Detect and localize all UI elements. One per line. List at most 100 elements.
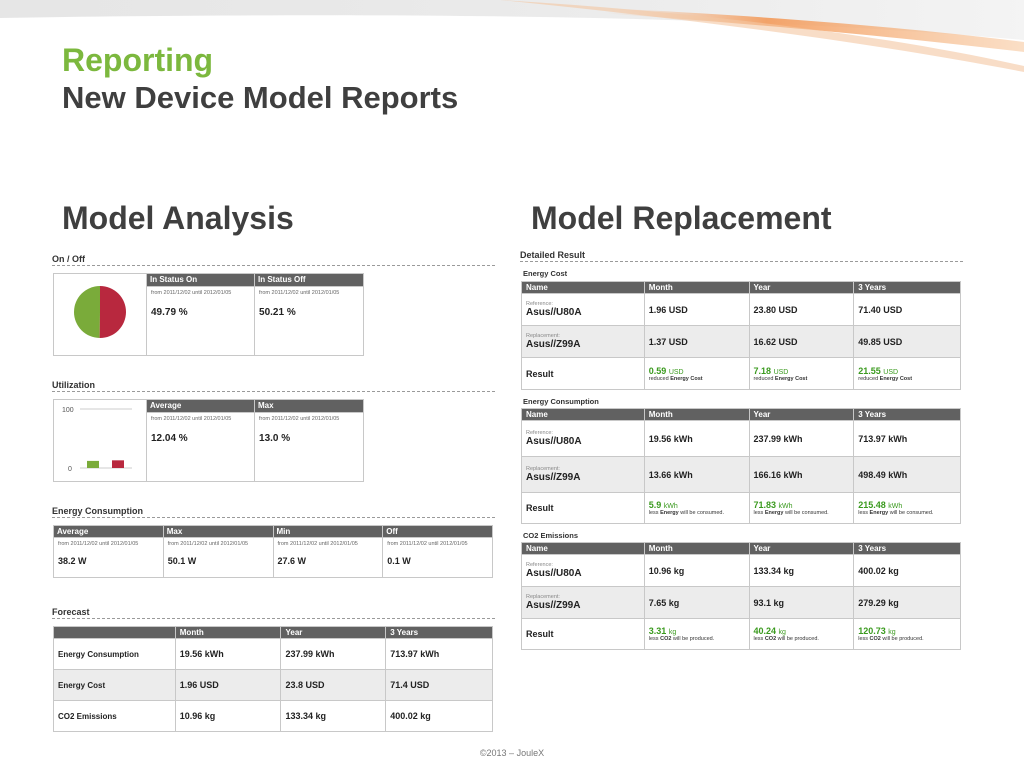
col-month: Month xyxy=(643,408,750,421)
col-name: Name xyxy=(521,281,645,294)
bar-average xyxy=(87,460,99,468)
divider xyxy=(52,618,495,619)
status-on-value: 49.79 % xyxy=(151,306,188,318)
result-unit: kWh xyxy=(663,503,678,510)
result-unit: USD xyxy=(668,368,684,376)
cell-value: 166.16 kWh xyxy=(748,456,855,493)
energy-average-value: 38.2 W xyxy=(58,556,87,566)
reference-device-cell: Reference: Asus//U80A xyxy=(521,554,645,587)
col-3years: 3 Years xyxy=(853,542,961,555)
utilization-max-cell: from 2011/12/02 until 2012/01/05 13.0 % xyxy=(254,411,364,483)
model-analysis-heading: Model Analysis xyxy=(62,200,294,236)
reference-device-cell: Reference: Asus//U80A xyxy=(521,293,645,326)
energy-col-off: Off xyxy=(382,525,493,538)
cell-value: 133.34 kg xyxy=(748,554,855,587)
utilization-heading: Utilization xyxy=(52,380,95,390)
result-value: 71.83 xyxy=(753,500,777,510)
cell-value: 23.80 USD xyxy=(748,293,855,326)
result-unit: USD xyxy=(883,368,899,376)
energy-min-value: 27.6 W xyxy=(277,556,307,566)
result-cell: 40.24 kg less CO2 will be produced. xyxy=(748,618,855,650)
result-note: less Energy will be consumed. xyxy=(753,510,829,516)
date-range: from 2011/12/02 until 2012/01/05 xyxy=(151,415,232,422)
reference-tag: Reference: xyxy=(526,430,553,436)
cell-value: 13.66 kWh xyxy=(643,456,750,493)
result-label: Result xyxy=(521,492,645,524)
date-range: from 2011/12/02 until 2012/01/05 xyxy=(167,541,249,547)
replacement-row: Replacement: Asus//Z99A 13.66 kWh 166.16… xyxy=(521,456,961,493)
result-cell: 5.9 kWh less Energy will be consumed. xyxy=(643,492,750,524)
result-label: Result xyxy=(521,357,645,390)
energy-cost-table: Name Month Year 3 Years Reference: Asus/… xyxy=(521,281,961,390)
axis-label-bottom: 0 xyxy=(68,466,72,473)
footer-copyright: ©2013 – JouleX xyxy=(479,748,545,758)
energy-max-cell: from 2011/12/02 until 2012/01/05 50.1 W xyxy=(162,537,274,578)
replacement-device: Asus//Z99A xyxy=(526,600,581,611)
date-range: from 2011/12/02 until 2012/01/05 xyxy=(259,415,340,422)
utilization-col-average: Average xyxy=(145,399,256,413)
result-unit: kg xyxy=(778,629,786,636)
cell-value: 279.29 kg xyxy=(853,586,961,619)
table-row: Energy Cost 1.96 USD 23.8 USD 71.4 USD xyxy=(53,669,493,701)
energy-cost-heading: Energy Cost xyxy=(523,269,568,278)
energy-max-value: 50.1 W xyxy=(167,556,197,566)
cell-value: 237.99 kWh xyxy=(280,638,387,670)
pie-slice-on xyxy=(73,286,100,338)
cell-value: 10.96 kg xyxy=(643,554,750,587)
date-range: from 2011/12/02 until 2012/01/05 xyxy=(387,541,468,547)
divider xyxy=(52,517,495,518)
utilization-max-value: 13.0 % xyxy=(259,432,291,444)
replacement-device-cell: Replacement: Asus//Z99A xyxy=(521,456,645,493)
forecast-col-year: Year xyxy=(280,626,387,639)
col-year: Year xyxy=(748,281,855,294)
co2-emissions-heading: CO2 Emissions xyxy=(523,531,579,540)
utilization-bar-chart: 100 0 xyxy=(62,407,132,473)
energy-average-cell: from 2011/12/02 until 2012/01/05 38.2 W xyxy=(53,537,164,578)
energy-consumption-heading: Energy Consumption xyxy=(52,506,144,516)
replacement-tag: Replacement: xyxy=(526,594,560,600)
result-label: Result xyxy=(521,618,645,650)
replacement-device: Asus//Z99A xyxy=(526,339,581,350)
reference-row: Reference: Asus//U80A 19.56 kWh 237.99 k… xyxy=(521,420,961,457)
result-row: Result 0.59 USD reduced Energy Cost 7.18 … xyxy=(521,357,961,390)
utilization-col-max: Max xyxy=(254,399,364,413)
table-row: CO2 Emissions 10.96 kg 133.34 kg 400.02 … xyxy=(53,700,493,732)
replacement-device-cell: Replacement: Asus//Z99A xyxy=(521,325,645,358)
date-range: from 2011/12/02 until 2012/01/05 xyxy=(151,289,232,296)
replacement-row: Replacement: Asus//Z99A 7.65 kg 93.1 kg … xyxy=(521,586,961,619)
result-value: 21.55 xyxy=(858,365,881,376)
result-cell: 0.59 USD reduced Energy Cost xyxy=(643,357,750,390)
result-unit: kg xyxy=(888,629,896,636)
col-3years: 3 Years xyxy=(853,408,961,421)
result-note: reduced Energy Cost xyxy=(753,375,808,382)
cell-value: 498.49 kWh xyxy=(853,456,961,493)
result-unit: kg xyxy=(668,629,677,636)
replacement-device-cell: Replacement: Asus//Z99A xyxy=(521,586,645,619)
reference-device-cell: Reference: Asus//U80A xyxy=(521,420,645,457)
replacement-row: Replacement: Asus//Z99A 1.37 USD 16.62 U… xyxy=(521,325,961,358)
date-range: from 2011/12/02 until 2012/01/05 xyxy=(58,541,139,547)
result-cell: 21.55 USD reduced Energy Cost xyxy=(853,357,961,390)
slide-title: Reporting xyxy=(62,42,214,78)
status-off-value: 50.21 % xyxy=(259,306,296,318)
result-note: reduced Energy Cost xyxy=(858,375,913,382)
result-cell: 7.18 USD reduced Energy Cost xyxy=(748,357,855,390)
header-swoosh xyxy=(0,0,1024,72)
table-row: Energy Consumption 19.56 kWh 237.99 kWh … xyxy=(53,638,493,670)
row-label: Energy Cost xyxy=(53,669,176,701)
cell-value: 71.40 USD xyxy=(853,293,961,326)
cell-value: 19.56 kWh xyxy=(643,420,750,457)
result-row: Result 3.31 kg less CO2 will be produced.… xyxy=(521,618,961,650)
replacement-device: Asus//Z99A xyxy=(526,472,581,483)
slide-subtitle: New Device Model Reports xyxy=(62,80,459,115)
on-off-panel: In Status On In Status Off from 2011/12/… xyxy=(53,273,364,357)
cell-value: 19.56 kWh xyxy=(174,638,282,670)
status-on-cell: from 2011/12/02 until 2012/01/05 49.79 % xyxy=(145,285,256,357)
result-note: less Energy will be consumed. xyxy=(858,510,934,516)
reference-tag: Reference: xyxy=(526,562,553,568)
forecast-col-blank xyxy=(53,626,176,639)
status-off-cell: from 2011/12/02 until 2012/01/05 50.21 % xyxy=(254,285,364,357)
energy-col-max: Max xyxy=(162,525,274,538)
cell-value: 400.02 kg xyxy=(853,554,961,587)
result-value: 215.48 xyxy=(858,500,886,510)
